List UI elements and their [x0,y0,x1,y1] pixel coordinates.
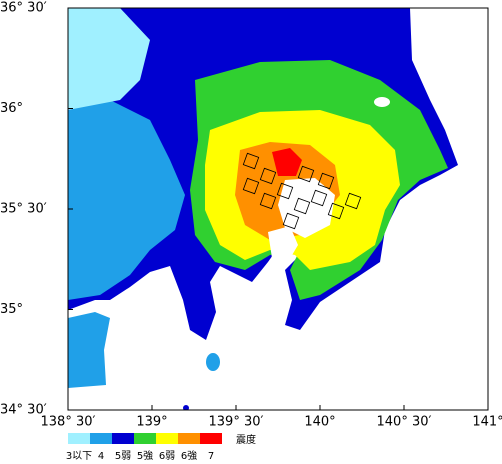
region-4 [68,100,185,300]
urban-area [278,178,335,238]
lat-label: 34° 30′ [0,403,47,418]
lon-label: 139° 30′ [209,415,264,430]
fault-grid [242,152,362,230]
island [183,405,189,410]
lon-label: 141° [472,415,502,430]
lat-label: 35° 30′ [0,202,47,217]
lake [374,97,390,107]
lon-label: 138° 30′ [41,415,96,430]
region-3 [68,8,150,110]
legend-swatch [134,433,156,444]
lon-label: 140° [304,415,335,430]
legend-swatch [90,433,112,444]
legend-title: 震度 [236,433,256,446]
lon-label: 139° [136,415,167,430]
lat-label: 36° [0,101,23,116]
legend-label: 5弱 [115,450,131,462]
legend-swatch [200,433,222,444]
legend-swatch [178,433,200,444]
legend-label: 6強 [181,449,197,462]
region-7 [272,148,302,176]
legend-label: 7 [208,451,214,462]
legend-label: 4 [98,451,104,462]
legend-swatch [112,433,134,444]
legend-swatch [68,433,90,444]
legend-label: 3以下 [66,451,92,462]
tokyo-bay [268,226,298,262]
island [206,353,220,371]
legend-label: 6弱 [159,450,175,462]
lat-label: 36° 30′ [0,1,47,16]
map-layers [68,8,458,410]
lon-label: 140° 30′ [377,415,432,430]
land-southwest [68,312,110,388]
legend-label: 5強 [137,449,153,462]
legend-swatch [156,433,178,444]
lat-label: 35° [0,302,23,317]
